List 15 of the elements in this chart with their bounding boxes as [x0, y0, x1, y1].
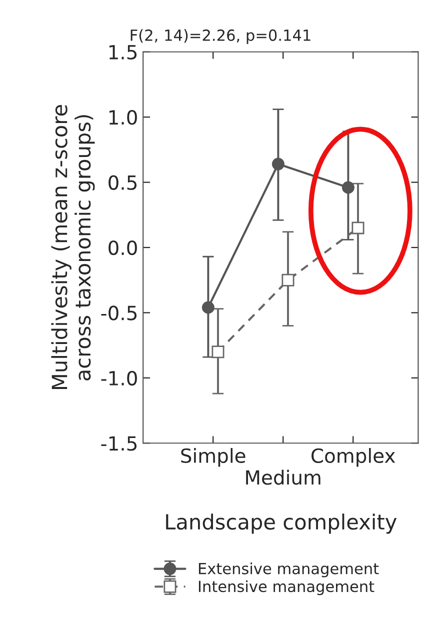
y-tick-label: 1.5 [109, 45, 137, 60]
y-tick-label: 1.0 [109, 110, 137, 125]
x-tick-label: Simple [181, 448, 246, 467]
x-tick-label: Medium [246, 470, 320, 485]
y-tick-label: -1.0 [101, 370, 137, 386]
x-axis-title: Landscape complexity [166, 514, 397, 534]
y-tick-label: -0.5 [101, 306, 137, 320]
y-axis-title: Multidivesity (mean z-score across taxonomic groups) [51, 105, 95, 390]
x-tick-label: Complex [312, 448, 396, 467]
y-tick-label: 0.5 [108, 175, 137, 190]
legend-label: Extensive management [198, 562, 379, 578]
chart-title: F(2, 14)=2.26, p=0.141 [130, 29, 310, 44]
y-tick-label: -1.5 [101, 436, 137, 451]
y-tick-label: 0.0 [108, 240, 137, 256]
legend-label: Intensive management [198, 580, 374, 596]
